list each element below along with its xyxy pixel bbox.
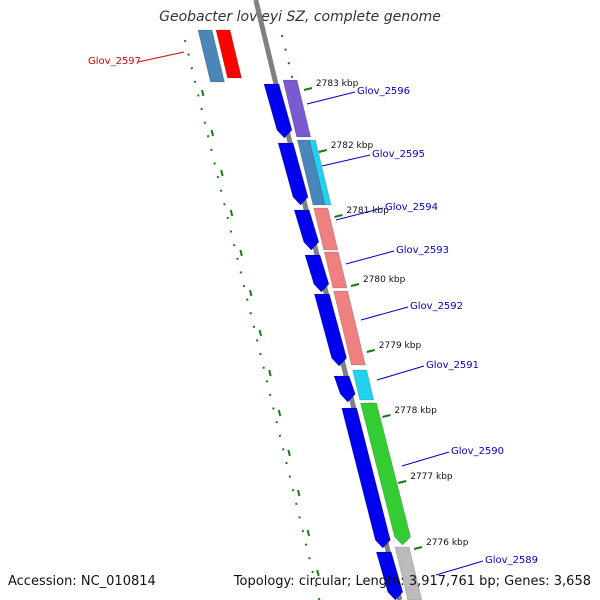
gene-leader-line — [376, 365, 425, 381]
guide-tick — [297, 489, 301, 497]
scale-tick-mark — [350, 283, 360, 287]
guide-tick — [277, 409, 282, 417]
scale-tick-mark — [397, 480, 407, 484]
accession-label: Accession: — [8, 574, 77, 589]
gene-label-glov-2593: Glov_2593 — [396, 245, 449, 256]
guide-tick — [220, 169, 224, 177]
cds-arrow — [304, 254, 330, 293]
scale-tick-label: 2781 kbp — [346, 206, 389, 216]
guide-tick — [229, 209, 234, 217]
map-title: Geobacter lovleyi SZ, complete genome — [159, 9, 441, 25]
gene-leader-line — [321, 154, 371, 167]
guide-tick — [201, 89, 205, 97]
scale-tick-label: 2782 kbp — [331, 141, 374, 151]
scale-tick-mark — [382, 414, 391, 418]
gene-label-glov-2596: Glov_2596 — [357, 86, 410, 97]
accession-text: Accession: NC_010814 — [8, 574, 156, 589]
gene-label-glov-2595: Glov_2595 — [372, 149, 425, 160]
cds-arrow — [293, 209, 320, 251]
scale-tick-mark — [318, 149, 328, 153]
feature-block-salmon — [313, 207, 339, 251]
feature-tracks — [197, 0, 423, 600]
cds-arrow — [263, 83, 293, 139]
scale-tick-label: 2780 kbp — [363, 275, 406, 285]
genes-value: 3,658 — [553, 574, 591, 589]
topology-value: circular — [298, 574, 347, 589]
gene-label-glov-2590: Glov_2590 — [451, 446, 504, 457]
gene-label-glov-2592: Glov_2592 — [410, 301, 463, 312]
length-label: Length: — [355, 574, 405, 589]
feature-block-cyan — [309, 139, 332, 206]
cds-arrow — [341, 407, 391, 549]
gene-label-glov-2597: Glov_2597 — [88, 56, 141, 67]
feature-block-purple — [282, 79, 312, 138]
feature-block-salmon — [333, 290, 366, 366]
dotted-guide-lines — [184, 34, 419, 600]
gene-leader-line — [435, 560, 484, 576]
feature-block-grey — [394, 546, 423, 600]
guide-tick — [316, 569, 320, 577]
feature-block-salmon — [323, 251, 348, 289]
scale-tick-mark — [303, 87, 313, 91]
gene-label-glov-2589: Glov_2589 — [485, 555, 538, 566]
genome-stats: Topology: circular; Length: 3,917,761 bp… — [233, 574, 591, 589]
gene-leader-line — [401, 451, 450, 467]
guide-tick — [306, 529, 311, 537]
cds-arrow — [333, 375, 356, 403]
guide-tick — [258, 329, 263, 337]
scale-tick-mark — [334, 214, 343, 218]
guide-tick — [287, 449, 291, 457]
cds-arrow — [277, 142, 309, 206]
gene-label-glov-2591: Glov_2591 — [426, 360, 479, 371]
gene-labels: Glov_2597 Glov_2596 Glov_2595 Glov_2594 Glov… — [88, 51, 538, 576]
gene-label-glov-2594: Glov_2594 — [385, 202, 438, 213]
genes-label: Genes: — [504, 574, 550, 589]
guide-tick — [249, 289, 253, 297]
feature-block-green — [360, 402, 411, 546]
gene-leader-line — [306, 91, 356, 105]
scale-tick-mark — [366, 349, 376, 353]
scale-ticks: 2783 kbp 2782 kbp 2781 kbp 2780 kbp 2779 kbp… — [303, 79, 469, 550]
topology-label: Topology: — [233, 574, 295, 589]
cds-arrow — [375, 551, 404, 600]
scale-tick-label: 2777 kbp — [410, 472, 453, 482]
gene-block-glov-2597 — [215, 29, 242, 79]
gene-leader-line — [137, 51, 185, 63]
cds-arrow — [313, 293, 347, 367]
gene-leader-line — [335, 207, 384, 221]
feature-block-cyan — [352, 369, 375, 401]
scale-tick-label: 2776 kbp — [426, 538, 469, 548]
scale-tick-label: 2778 kbp — [394, 406, 437, 416]
guide-tick — [210, 129, 215, 137]
scale-tick-label: 2779 kbp — [379, 341, 422, 351]
length-value: 3,917,761 bp — [408, 574, 496, 589]
guide-tick — [239, 249, 243, 257]
gene-block-glov-2597-a — [197, 29, 225, 83]
gene-leader-line — [345, 250, 395, 265]
accession-value: NC_010814 — [80, 574, 156, 589]
scale-tick-label: 2783 kbp — [316, 79, 359, 89]
guide-tick — [268, 369, 272, 377]
gene-leader-line — [360, 306, 409, 321]
scale-tick-mark — [413, 546, 423, 550]
